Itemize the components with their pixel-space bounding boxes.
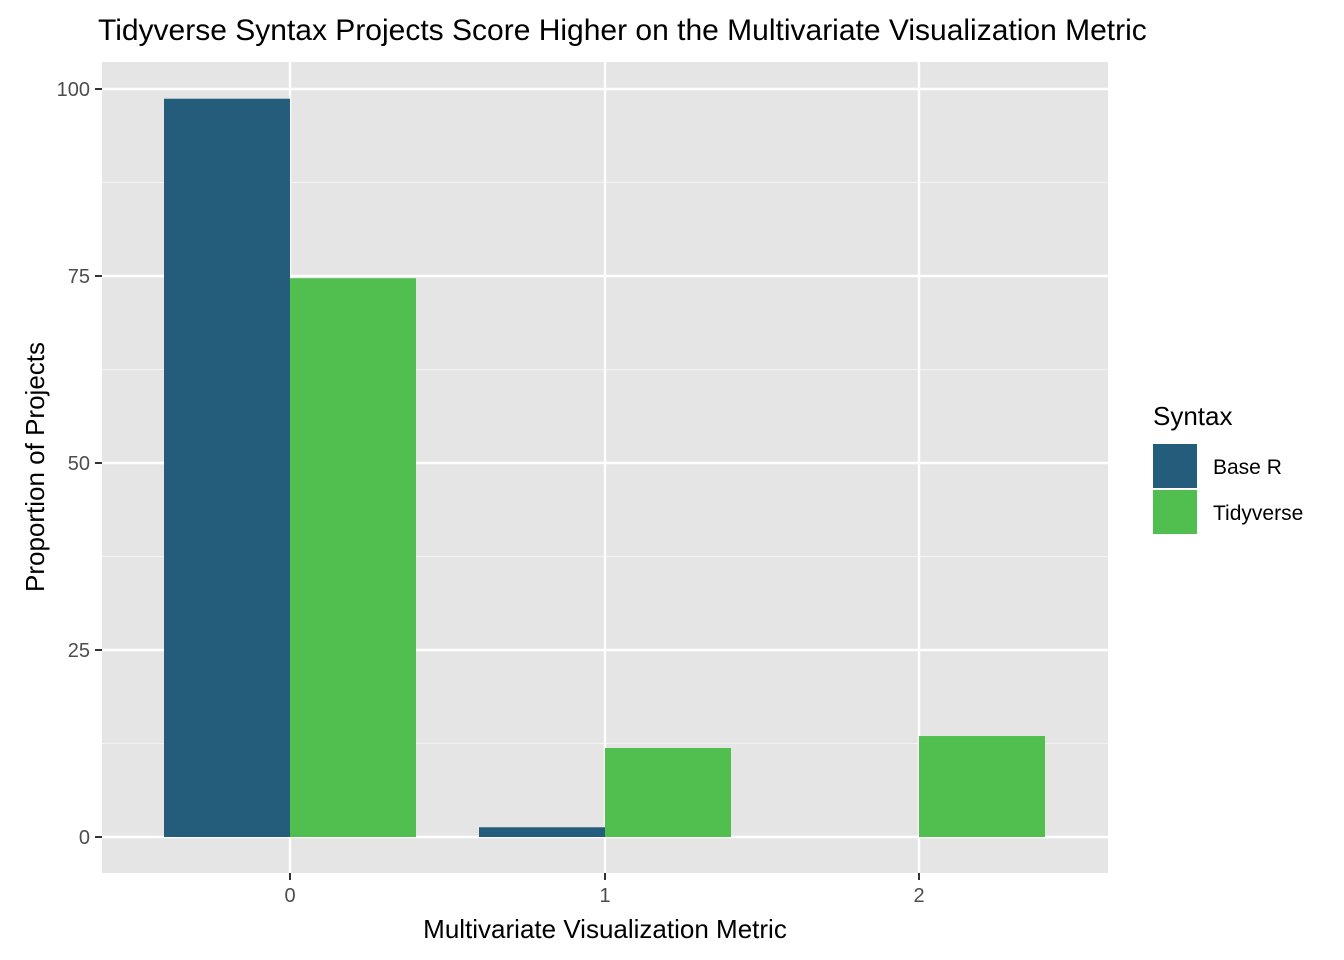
y-tick-label: 0 (79, 827, 90, 849)
bar-tidyverse-2 (919, 736, 1045, 837)
bar-tidyverse-1 (605, 747, 731, 837)
x-axis-title: Multivariate Visualization Metric (423, 914, 787, 944)
bar-base-r-0 (164, 98, 290, 837)
chart-title: Tidyverse Syntax Projects Score Higher o… (98, 14, 1147, 47)
bar-base-r-1 (479, 827, 605, 837)
legend-title: Syntax (1153, 401, 1233, 431)
legend-label: Tidyverse (1213, 502, 1303, 525)
bars (164, 98, 1045, 837)
legend-label: Base R (1213, 456, 1282, 479)
x-tick-label: 2 (913, 885, 924, 907)
x-tick-label: 0 (284, 885, 295, 907)
y-tick-label: 25 (68, 640, 90, 662)
legend: Syntax Base R Tidyverse (1153, 401, 1303, 534)
y-axis-title: Proportion of Projects (20, 342, 50, 592)
y-tick-label: 75 (68, 266, 90, 288)
legend-items: Base R Tidyverse (1153, 444, 1303, 534)
x-tick-label: 1 (599, 885, 610, 907)
y-tick-label: 50 (68, 453, 90, 475)
y-axis: 0 25 50 75 100 (57, 79, 102, 849)
bar-tidyverse-0 (290, 278, 416, 837)
legend-key-base-r (1153, 444, 1197, 488)
legend-key-tidyverse (1153, 490, 1197, 534)
y-tick-label: 100 (57, 79, 90, 101)
x-axis: 0 1 2 (284, 873, 925, 907)
